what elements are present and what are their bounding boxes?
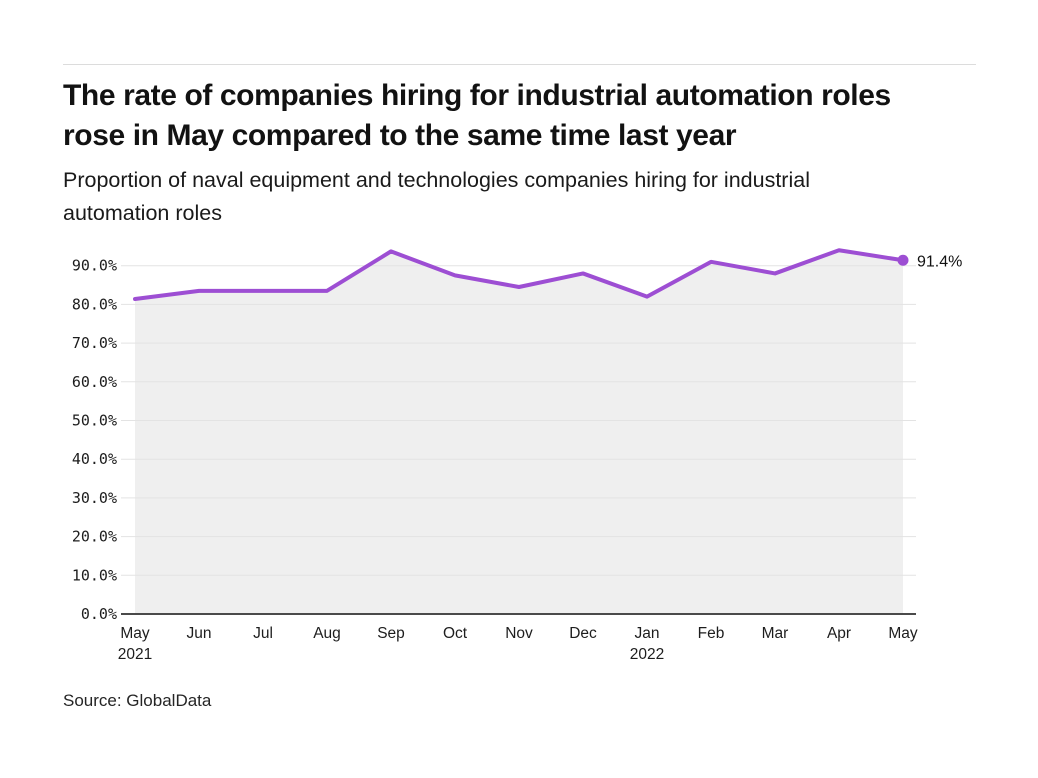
x-tick-label: Feb [698, 625, 725, 642]
x-tick-label: Nov [505, 625, 533, 642]
y-tick-label: 50.0% [72, 412, 117, 430]
chart-subtitle: Proportion of naval equipment and techno… [63, 168, 810, 225]
y-tick-label: 90.0% [72, 257, 117, 275]
source-caption: Source: GlobalData [63, 691, 212, 710]
x-tick-label: Mar [762, 625, 789, 642]
y-tick-label: 70.0% [72, 334, 117, 352]
y-tick-label: 20.0% [72, 528, 117, 546]
divider [63, 64, 976, 65]
x-tick-label: Jul [253, 625, 273, 642]
x-year-label: 2021 [118, 646, 152, 663]
x-tick-label: May [120, 625, 150, 642]
trend-line [133, 248, 905, 301]
x-tick-label: Apr [827, 625, 851, 642]
x-tick-label: Oct [443, 625, 468, 642]
x-tick-label: Sep [377, 625, 405, 642]
y-tick-label: 10.0% [72, 566, 117, 584]
x-tick-label: Dec [569, 625, 597, 642]
end-value-label: 91.4% [917, 253, 962, 270]
page-title: The rate of companies hiring for industr… [63, 79, 891, 152]
y-tick-label: 30.0% [72, 489, 117, 507]
y-tick-label: 80.0% [72, 295, 117, 313]
x-tick-label: Jan [635, 625, 660, 642]
end-point-marker [897, 254, 909, 266]
area-fill [135, 250, 903, 614]
x-year-label: 2022 [630, 646, 664, 663]
x-tick-label: Aug [313, 625, 341, 642]
y-tick-label: 60.0% [72, 373, 117, 391]
y-tick-label: 40.0% [72, 450, 117, 468]
y-tick-label: 0.0% [81, 605, 117, 623]
x-tick-label: May [888, 625, 918, 642]
x-tick-label: Jun [187, 625, 212, 642]
